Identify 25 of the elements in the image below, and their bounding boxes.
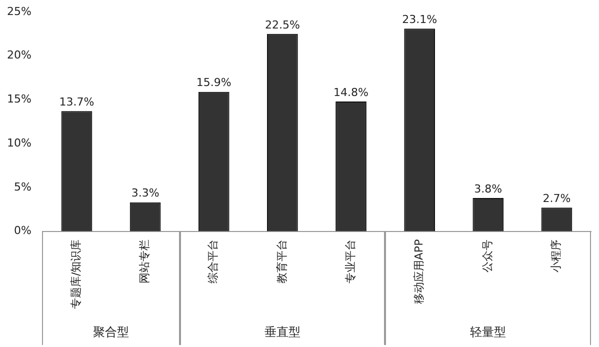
text: 轻量型 <box>470 325 506 340</box>
data-label: 23.1% <box>402 13 438 26</box>
x-tick-label: 综合平台 <box>206 239 220 284</box>
x-tick-label: 教育平台 <box>275 239 288 284</box>
y-tick-label: 5% <box>14 180 32 194</box>
data-label: 3.3% <box>131 186 160 200</box>
data-label: 2.7% <box>542 192 571 205</box>
x-tick-label: 网站专栏 <box>138 239 152 284</box>
data-label: 13.7% <box>59 95 94 108</box>
text: 垂直型 <box>264 325 300 340</box>
x-tick-label: 公众号 <box>481 239 494 272</box>
y-tick-label: 25% <box>6 4 32 18</box>
x-tick-label: 小程序 <box>550 239 563 272</box>
x-tick-label: 移动应用APP <box>412 238 426 304</box>
data-label: 3.8% <box>474 182 502 196</box>
y-tick-label: 20% <box>6 48 32 62</box>
data-label: 14.8% <box>334 86 368 99</box>
x-tick-label: 专业平台 <box>344 239 357 284</box>
text: 聚合型 <box>93 325 130 340</box>
data-label: 22.5% <box>264 18 300 32</box>
x-tick-label: 专题库/知识库 <box>70 239 83 310</box>
data-label: 15.9% <box>196 76 232 90</box>
y-tick-label: 15% <box>6 92 32 106</box>
y-tick-label: 10% <box>6 136 32 150</box>
y-tick-label: 0% <box>14 224 32 238</box>
